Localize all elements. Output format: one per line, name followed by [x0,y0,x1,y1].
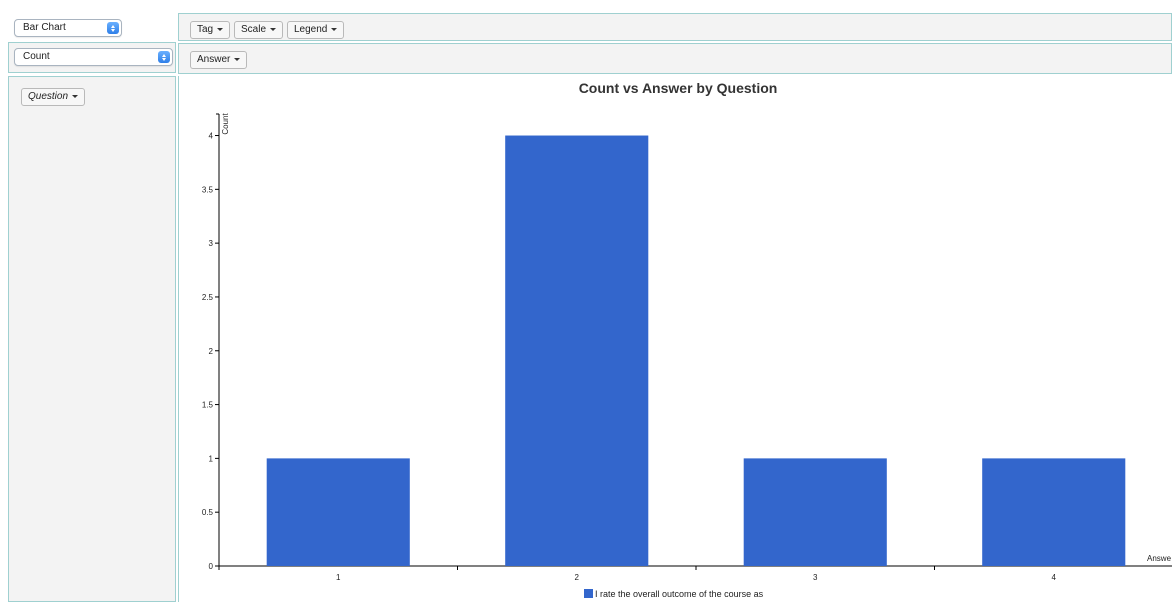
legend-menu-label: Legend [294,24,328,35]
caret-down-icon [270,27,277,31]
chart-area: Count vs Answer by Question Count Answe … [178,76,1172,602]
question-field-label: Question [28,91,69,102]
x-tick-label: 4 [1052,573,1057,582]
measure-value: Count [23,51,50,62]
y-tick-label: 1 [209,454,214,463]
y-tick-label: 0 [209,562,214,571]
caret-down-icon [234,57,241,61]
bars [266,135,1126,566]
scale-menu-label: Scale [241,24,267,35]
y-tick-label: 3 [209,239,214,248]
tag-menu-button[interactable]: Tag [190,21,231,39]
y-tick-label: 3.5 [202,185,214,194]
tag-menu-label: Tag [197,24,214,35]
scale-menu-button[interactable]: Scale [234,21,284,39]
chevron-updown-icon [158,51,170,63]
y-axis: 0 0.5 1 1.5 2 2.5 3 3.5 4 [202,113,220,571]
y-tick-label: 1.5 [202,401,214,410]
caret-down-icon [72,94,79,98]
x-tick-label: 1 [336,573,341,582]
y-axis-label: Count [221,113,230,135]
y-tick-label: 2 [209,347,214,356]
chart-type-value: Bar Chart [23,22,66,33]
legend-swatch [584,589,593,598]
question-field-button[interactable]: Question [21,88,86,106]
chart-type-select[interactable]: Bar Chart [14,19,122,37]
caret-down-icon [217,27,224,31]
y-tick-label: 4 [209,132,214,141]
x-tick-label: 2 [575,573,580,582]
legend-item-label: I rate the overall outcome of the course… [595,589,764,599]
x-axis-field-bar [178,43,1172,74]
bar[interactable] [266,458,410,566]
x-tick-label: 3 [813,573,818,582]
y-tick-label: 0.5 [202,508,214,517]
bar[interactable] [743,458,887,566]
bar-chart: Count vs Answer by Question Count Answe … [202,80,1172,599]
x-axis-label: Answe [1147,554,1172,563]
group-by-panel [8,76,176,602]
measure-select[interactable]: Count [14,48,173,66]
chevron-updown-icon [107,22,119,34]
x-axis: 1 2 3 4 [218,565,1172,582]
chart-title: Count vs Answer by Question [579,80,778,96]
bar[interactable] [505,135,649,566]
answer-field-button[interactable]: Answer [190,51,248,69]
legend-menu-button[interactable]: Legend [287,21,345,39]
caret-down-icon [331,27,338,31]
y-tick-label: 2.5 [202,293,214,302]
bar[interactable] [982,458,1126,566]
legend: I rate the overall outcome of the course… [584,589,764,599]
answer-field-label: Answer [197,54,231,65]
